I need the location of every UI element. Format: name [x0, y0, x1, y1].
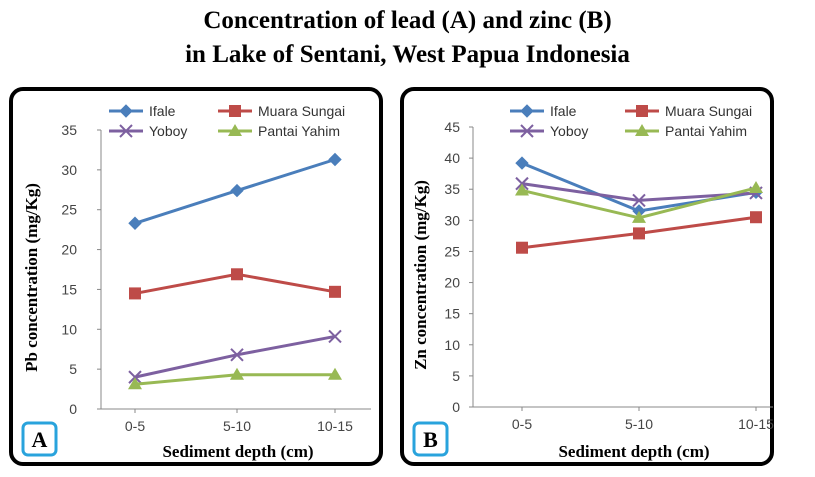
x-tick-label: 0-5	[125, 418, 145, 434]
y-axis-title: Zn concentration (mg/Kg)	[411, 180, 430, 370]
legend-label: Muara Sungai	[258, 103, 345, 119]
legend-label: Ifale	[149, 103, 176, 119]
chart-panel-a: 0 5 10 15 20 25 30 35 0-5 5-10 10-15 Pb concentrati…	[9, 87, 383, 466]
legend-label: Pantai Yahim	[665, 123, 747, 139]
x-tick-label: 5-10	[625, 416, 653, 432]
legend-marker	[119, 104, 133, 118]
y-tick-label: 40	[444, 150, 460, 166]
y-tick-label: 30	[61, 162, 77, 178]
data-point	[231, 268, 243, 281]
y-axis-title: Pb concentration (mg/Kg)	[22, 183, 41, 372]
legend-label: Pantai Yahim	[258, 123, 340, 139]
data-point	[516, 241, 528, 254]
data-point	[128, 216, 142, 230]
y-tick-label: 30	[444, 212, 460, 228]
y-tick-label: 5	[452, 368, 460, 384]
x-axis-title: Sediment depth (cm)	[162, 442, 313, 461]
data-point	[128, 370, 142, 384]
legend-marker	[229, 105, 241, 117]
y-tick-label: 35	[61, 122, 77, 138]
y-tick-label: 45	[444, 119, 460, 135]
data-point	[633, 227, 645, 240]
legend-marker	[520, 104, 534, 118]
zinc-chart: 0 5 10 15 20 25 30 35 40 45 0-5 5-10 10-15 Zn concent…	[411, 103, 774, 461]
y-tick-label: 15	[444, 306, 460, 322]
data-point	[129, 287, 141, 300]
legend-label: Yoboy	[149, 123, 187, 139]
legend-label: Yoboy	[550, 123, 588, 139]
legend-label: Muara Sungai	[665, 103, 752, 119]
data-point	[230, 348, 244, 362]
data-point	[328, 329, 342, 344]
y-tick-label: 10	[444, 337, 460, 353]
y-tick-label: 10	[61, 321, 77, 337]
y-tick-label: 35	[444, 181, 460, 197]
series-line	[521, 161, 757, 213]
x-axis-title: Sediment depth (cm)	[558, 442, 709, 461]
panel-label-box	[21, 421, 58, 457]
y-tick-label: 25	[444, 243, 460, 259]
legend-label: Ifale	[550, 103, 577, 119]
legend-marker	[119, 124, 133, 138]
x-tick-label: 10-15	[317, 418, 353, 434]
y-tick-label: 0	[452, 399, 460, 415]
legend-marker	[635, 124, 649, 136]
y-tick-label: 0	[69, 401, 77, 417]
data-point	[328, 367, 342, 380]
y-tick-label: 5	[69, 361, 77, 377]
y-tick-label: 15	[61, 281, 77, 297]
data-point	[632, 210, 646, 223]
chart-panel-b: 0 5 10 15 20 25 30 35 40 45 0-5 5-10 10-15 Zn concent…	[400, 87, 774, 466]
data-point	[749, 180, 763, 193]
data-point	[632, 193, 646, 208]
y-tick-label: 25	[61, 202, 77, 218]
data-point	[128, 377, 142, 390]
figure-title-line2: in Lake of Sentani, West Papua Indonesia	[185, 41, 630, 68]
legend-marker	[636, 105, 648, 117]
data-point	[230, 367, 244, 380]
data-point	[329, 285, 341, 298]
data-point	[515, 156, 529, 170]
legend-marker	[520, 124, 534, 138]
x-tick-label: 10-15	[738, 416, 774, 432]
x-tick-label: 0-5	[512, 416, 532, 432]
panel-label-box	[412, 421, 449, 457]
y-tick-label: 20	[444, 275, 460, 291]
data-point	[750, 211, 762, 224]
figure-title: Concentration of lead (A) and zinc (B) i…	[0, 4, 815, 72]
data-point	[328, 152, 342, 167]
data-point	[515, 183, 529, 196]
figure-title-line1: Concentration of lead (A) and zinc (B)	[203, 7, 612, 34]
lead-chart: 0 5 10 15 20 25 30 35 0-5 5-10 10-15 Pb concentrati…	[21, 103, 371, 461]
y-tick-label: 20	[61, 242, 77, 258]
legend-marker	[228, 124, 242, 136]
x-tick-label: 5-10	[223, 418, 251, 434]
panel-label: A	[32, 427, 48, 452]
panel-label: B	[423, 427, 438, 452]
data-point	[230, 183, 244, 198]
